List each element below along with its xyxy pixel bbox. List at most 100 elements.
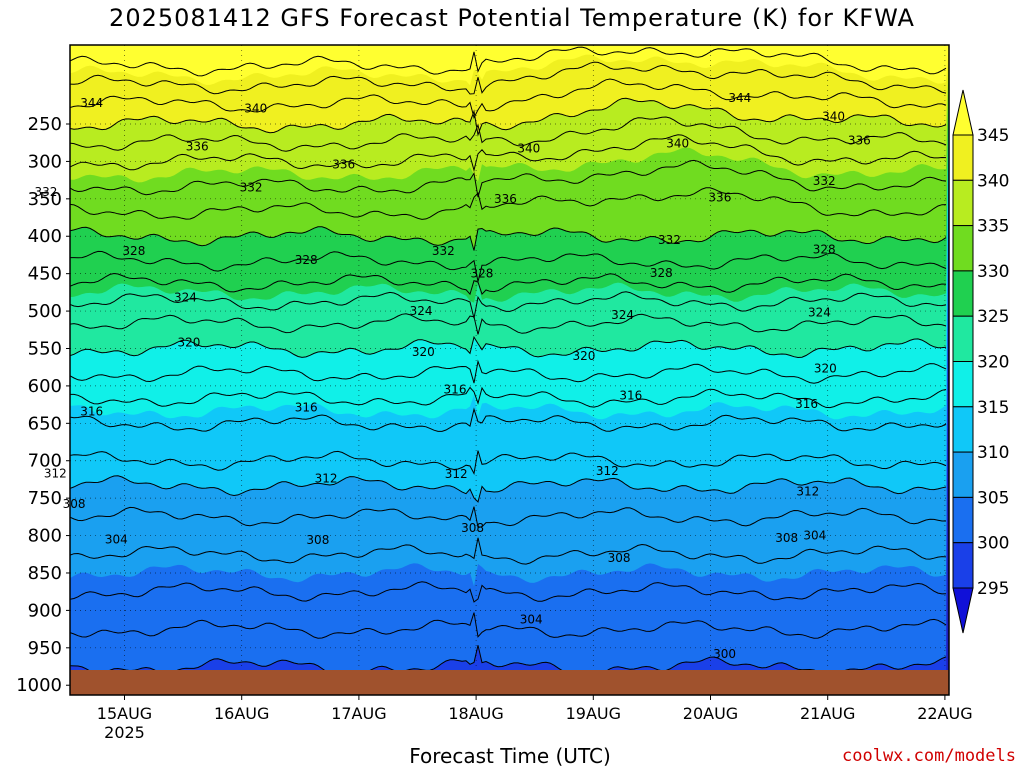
colorbar-label: 345 bbox=[977, 126, 1009, 146]
colorbar-label: 325 bbox=[977, 307, 1009, 327]
contour-label: 304 bbox=[520, 612, 543, 626]
contour-label: 312 bbox=[445, 467, 468, 481]
colorbar-below-triangle bbox=[952, 587, 974, 634]
contour-line-336 bbox=[70, 134, 947, 173]
y-tick-label: 800 bbox=[28, 526, 62, 547]
contour-label: 332 bbox=[35, 185, 58, 199]
contour-label: 332 bbox=[658, 233, 681, 247]
contour-line-310 bbox=[70, 475, 947, 503]
x-tick-label: 19AUG bbox=[566, 704, 621, 723]
colorbar-label: 295 bbox=[977, 579, 1009, 599]
contour-label: 324 bbox=[174, 291, 197, 305]
x-tick-label: 18AUG bbox=[448, 704, 503, 723]
contour-label: 328 bbox=[813, 243, 836, 257]
contour-label: 336 bbox=[848, 133, 871, 147]
contour-label: 336 bbox=[708, 190, 731, 204]
contour-line-304 bbox=[70, 581, 947, 603]
contour-label: 324 bbox=[808, 306, 831, 320]
plot-frame bbox=[69, 44, 950, 696]
colorbar-label: 315 bbox=[977, 398, 1009, 418]
colorbar-label: 335 bbox=[977, 217, 1009, 237]
contour-label: 320 bbox=[814, 362, 837, 376]
colorbar-label: 310 bbox=[977, 443, 1009, 463]
colorbar-band bbox=[952, 134, 974, 181]
contour-line-326 bbox=[70, 272, 947, 296]
contour-label: 332 bbox=[240, 181, 263, 195]
y-tick-label: 300 bbox=[28, 151, 62, 172]
contour-line-342 bbox=[70, 78, 947, 119]
contour-line-332 bbox=[70, 187, 947, 220]
colorbar-label: 300 bbox=[977, 534, 1009, 554]
colorbar-label: 330 bbox=[977, 262, 1009, 282]
contour-line-306 bbox=[70, 537, 947, 565]
contour-label: 340 bbox=[517, 142, 540, 156]
contour-line-300 bbox=[70, 645, 947, 670]
colorbar-band bbox=[952, 225, 974, 272]
contour-label: 336 bbox=[494, 192, 517, 206]
contour-line-302 bbox=[70, 612, 947, 639]
colorbar-band bbox=[952, 315, 974, 363]
band-345 bbox=[70, 45, 949, 86]
ground-surface bbox=[70, 670, 949, 695]
contour-label: 316 bbox=[295, 401, 318, 415]
y-tick-label: 950 bbox=[28, 638, 62, 659]
y-tick-label: 850 bbox=[28, 563, 62, 584]
contour-label: 308 bbox=[306, 533, 329, 547]
contour-label: 340 bbox=[666, 136, 689, 150]
contour-label: 316 bbox=[795, 397, 818, 411]
contour-line-334 bbox=[70, 159, 947, 198]
contour-label: 320 bbox=[178, 336, 201, 350]
colorbar-band bbox=[952, 361, 974, 408]
y-tick-label: 900 bbox=[28, 600, 62, 621]
contour-line-320 bbox=[70, 335, 947, 359]
colorbar-band bbox=[952, 496, 974, 544]
contour-label: 320 bbox=[572, 349, 595, 363]
y-tick-label: 550 bbox=[28, 338, 62, 359]
contour-line-346 bbox=[70, 46, 947, 77]
x-tick-label: 21AUG bbox=[800, 704, 855, 723]
x-axis-label: Forecast Time (UTC) bbox=[409, 744, 611, 768]
contour-label: 324 bbox=[410, 304, 433, 318]
y-tick-label: 250 bbox=[28, 114, 62, 135]
contour-label: 316 bbox=[619, 389, 642, 403]
x-tick-label: 17AUG bbox=[331, 704, 386, 723]
contour-label: 328 bbox=[471, 267, 494, 281]
contour-label: 308 bbox=[63, 497, 86, 511]
contour-label: 320 bbox=[412, 345, 435, 359]
contour-label: 308 bbox=[461, 521, 484, 535]
contour-label: 312 bbox=[44, 466, 67, 480]
contour-label: 344 bbox=[728, 91, 751, 105]
y-tick-label: 600 bbox=[28, 376, 62, 397]
contour-label: 328 bbox=[122, 244, 145, 258]
y-tick-label: 400 bbox=[28, 226, 62, 247]
colorbar-band bbox=[952, 542, 974, 589]
x-tick-label: 22AUG bbox=[917, 704, 972, 723]
x-tick-label: 15AUG bbox=[97, 704, 152, 723]
contour-label: 336 bbox=[332, 157, 355, 171]
contour-label: 324 bbox=[611, 308, 634, 322]
y-tick-label: 450 bbox=[28, 264, 62, 285]
contour-line-312 bbox=[70, 450, 947, 476]
x-tick-label: 20AUG bbox=[683, 704, 738, 723]
contour-label: 304 bbox=[105, 532, 128, 546]
contour-line-318 bbox=[70, 359, 947, 384]
contour-line-328 bbox=[70, 250, 947, 282]
x-tick-sublabel: 2025 bbox=[104, 723, 145, 742]
contour-line-338 bbox=[70, 116, 947, 152]
contour-label: 328 bbox=[295, 253, 318, 267]
contour-label: 312 bbox=[315, 472, 338, 486]
contour-line-330 bbox=[70, 226, 947, 251]
y-tick-label: 350 bbox=[28, 189, 62, 210]
contour-label: 340 bbox=[244, 101, 267, 115]
colorbar-label: 340 bbox=[977, 171, 1009, 191]
colorbar-label: 305 bbox=[977, 488, 1009, 508]
y-tick-label: 1000 bbox=[16, 675, 62, 696]
contour-label: 344 bbox=[80, 96, 103, 110]
contour-label: 304 bbox=[803, 529, 826, 543]
contour-line-308 bbox=[70, 506, 946, 528]
credit-link[interactable]: coolwx.com/models bbox=[842, 746, 1016, 766]
chart-title: 2025081412 GFS Forecast Potential Temper… bbox=[109, 4, 915, 32]
contour-label: 316 bbox=[80, 404, 103, 418]
x-tick-label: 16AUG bbox=[214, 704, 269, 723]
